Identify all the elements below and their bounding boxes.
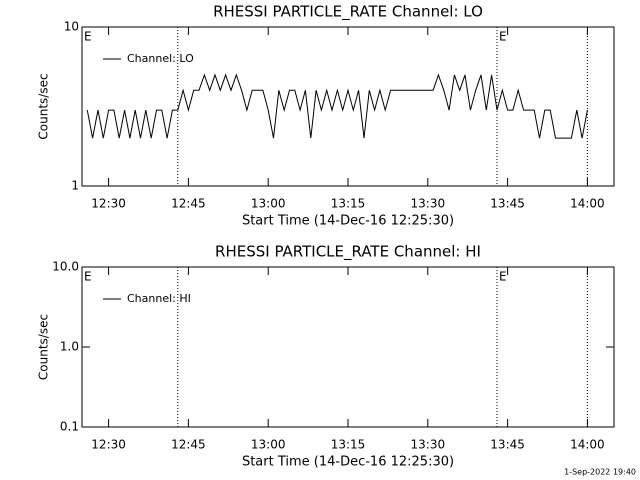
x-axis-label: Start Time (14-Dec-16 12:25:30) — [242, 214, 454, 229]
y-tick-label: 0.1 — [60, 420, 79, 434]
plot-frame — [81, 26, 615, 187]
legend-label: Channel: LO — [127, 52, 194, 65]
x-tick-label: 13:30 — [411, 438, 446, 452]
x-tick-label: 13:00 — [251, 197, 286, 211]
x-tick-label: 14:00 — [570, 438, 605, 452]
plot-frame — [81, 266, 615, 428]
x-tick-label: 12:45 — [171, 438, 206, 452]
x-tick-label: 13:15 — [331, 197, 366, 211]
chart-title: RHESSI PARTICLE_RATE Channel: HI — [215, 243, 481, 262]
x-tick-label: 12:45 — [171, 197, 206, 211]
legend-label: Channel: HI — [127, 292, 191, 305]
y-tick-label: 1.0 — [60, 340, 79, 354]
data-line — [86, 73, 588, 139]
y-tick-label: 1 — [71, 179, 79, 193]
y-axis-label: Counts/sec — [37, 314, 51, 380]
y-tick-label: 10.0 — [52, 260, 79, 274]
x-tick-label: 12:30 — [91, 197, 126, 211]
chart-title: RHESSI PARTICLE_RATE Channel: LO — [213, 3, 483, 22]
x-tick-label: 14:00 — [570, 197, 605, 211]
x-tick-label: 13:15 — [331, 438, 366, 452]
y-tick-label: 10 — [64, 20, 79, 34]
x-tick-label: 13:30 — [411, 197, 446, 211]
x-tick-label: 13:00 — [251, 438, 286, 452]
event-label: E — [499, 30, 507, 44]
event-label: E — [84, 30, 92, 44]
event-label: E — [499, 270, 507, 284]
x-tick-label: 12:30 — [91, 438, 126, 452]
x-axis-label: Start Time (14-Dec-16 12:25:30) — [242, 455, 454, 470]
x-tick-label: 13:45 — [490, 197, 525, 211]
event-label: E — [84, 270, 92, 284]
timestamp: 1-Sep-2022 19:40 — [564, 468, 636, 477]
y-axis-label: Counts/sec — [37, 73, 51, 139]
x-tick-label: 13:45 — [490, 438, 525, 452]
